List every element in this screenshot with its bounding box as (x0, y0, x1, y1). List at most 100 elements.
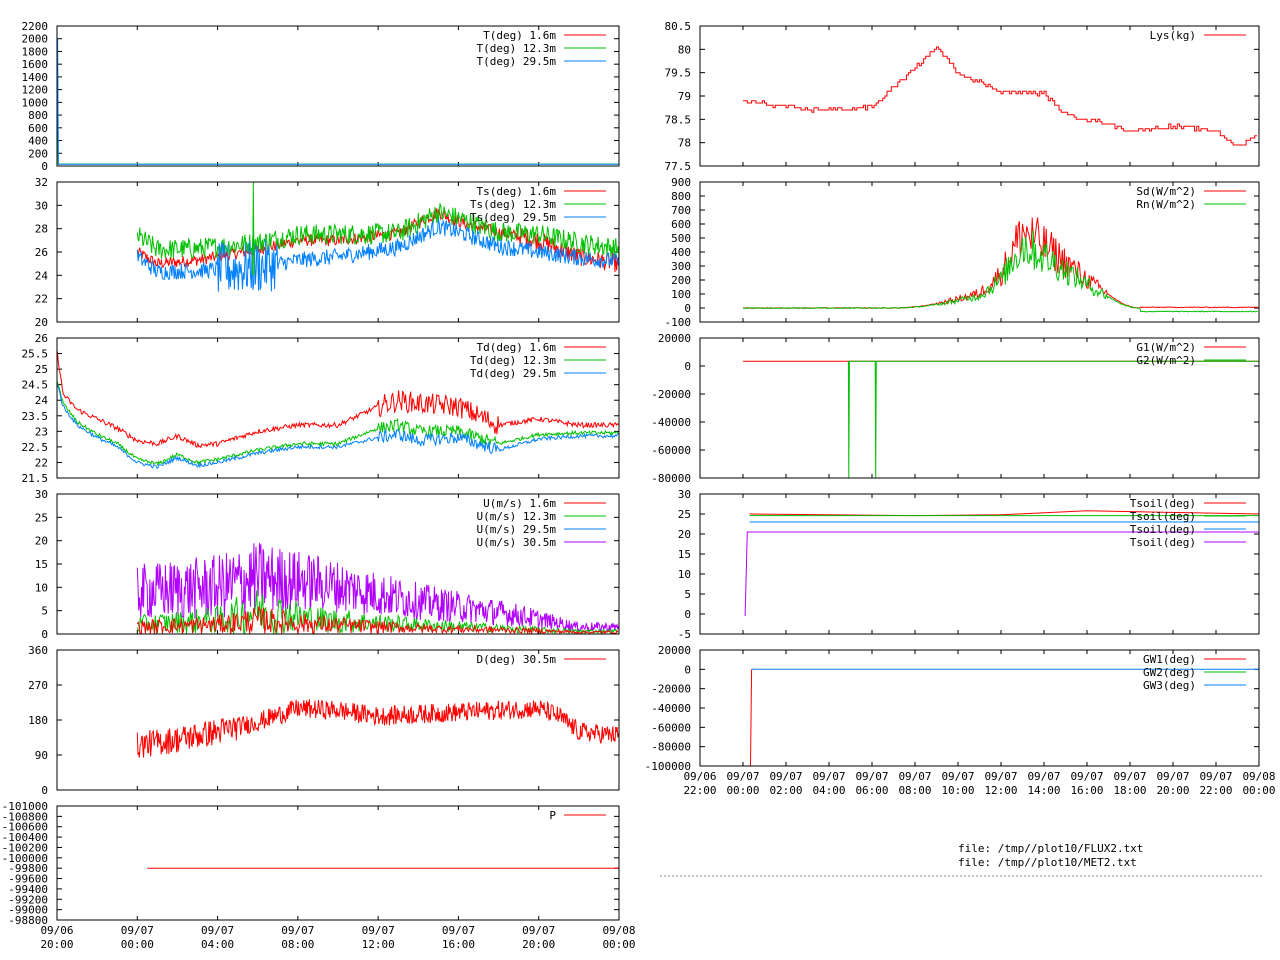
y-tick-label: 100 (671, 288, 691, 301)
legend-label: Tsoil(deg) (1130, 536, 1196, 549)
x-tick-time: 20:00 (40, 938, 73, 951)
y-tick-label: 15 (678, 548, 691, 561)
y-tick-label: 22.5 (22, 441, 49, 454)
y-tick-label: 23.5 (22, 410, 49, 423)
panel-frame (56, 181, 620, 323)
file-label-met: file: /tmp//plot10/MET2.txt (958, 856, 1137, 869)
y-tick-label: 90 (35, 749, 48, 762)
x-tick-time: 10:00 (941, 784, 974, 797)
y-tick-label: 800 (671, 190, 691, 203)
x-tick-date: 09/07 (984, 770, 1017, 783)
panel-frame (699, 181, 1260, 323)
x-tick-date: 09/07 (522, 924, 555, 937)
y-tick-label: -100 (665, 316, 692, 329)
y-tick-label: 23 (35, 425, 48, 438)
panel-frame (699, 337, 1260, 479)
series-rn (742, 230, 1258, 313)
legend-tsoil: Tsoil(deg)Tsoil(deg)Tsoil(deg)Tsoil(deg) (1130, 497, 1246, 549)
x-tick-time: 00:00 (726, 784, 759, 797)
series-td-12m (56, 381, 619, 467)
x-tick-date: 09/07 (362, 924, 395, 937)
y-tick-label: 30 (35, 199, 48, 212)
y-tick-label: 700 (671, 204, 691, 217)
y-tick-label: 10 (35, 581, 48, 594)
x-tick-date: 09/07 (201, 924, 234, 937)
y-tick-label: 270 (28, 679, 48, 692)
legend-d: D(deg) 30.5m (477, 653, 606, 666)
y-tick-label: 1600 (22, 58, 49, 71)
y-tick-label: 25.5 (22, 348, 49, 361)
panel-frame (56, 493, 620, 635)
y-tick-label: 80 (678, 43, 691, 56)
x-tick-date: 09/07 (121, 924, 154, 937)
legend-g: G1(W/m^2)G2(W/m^2) (1136, 341, 1246, 367)
y-tick-label: 25 (678, 508, 691, 521)
series-ts-12m (136, 202, 620, 259)
y-tick-label: 900 (671, 176, 691, 189)
panel-tsoil: 302520151050-5Tsoil(deg)Tsoil(deg)Tsoil(… (678, 488, 1260, 641)
plot-area-rad (742, 217, 1259, 313)
legend-label: U(m/s) 29.5m (477, 523, 557, 536)
x-tick-date: 09/07 (726, 770, 759, 783)
y-tick-label: 20 (35, 316, 48, 329)
x-axis-left: 09/0620:0009/0700:0009/0704:0009/0708:00… (40, 924, 635, 951)
x-tick-time: 14:00 (1027, 784, 1060, 797)
y-tick-label: -100000 (2, 852, 48, 865)
legend-label: Rn(W/m^2) (1136, 198, 1196, 211)
x-tick-time: 04:00 (201, 938, 234, 951)
y-tick-label: -99800 (8, 862, 48, 875)
y-tick-label: -98800 (8, 914, 48, 927)
legend-gw: GW1(deg)GW2(deg)GW3(deg) (1143, 653, 1246, 692)
panel-frame (56, 805, 620, 921)
y-tick-label: -60000 (651, 721, 691, 734)
legend-p: P (549, 809, 606, 822)
panel-p: -101000-100800-100600-100400-100200-1000… (2, 800, 620, 927)
legend-label: Ts(deg) 29.5m (470, 211, 556, 224)
y-tick-label: -100800 (2, 810, 48, 823)
panel-t: 2200200018001600140012001000800600400200… (22, 20, 620, 173)
x-tick-date: 09/07 (1027, 770, 1060, 783)
legend-label: T(deg) 1.6m (483, 29, 556, 42)
y-tick-label: 300 (671, 260, 691, 273)
x-tick-date: 09/07 (1156, 770, 1189, 783)
legend-label: G1(W/m^2) (1136, 341, 1196, 354)
x-tick-time: 22:00 (1199, 784, 1232, 797)
y-tick-label: -80000 (651, 741, 691, 754)
legend-label: Tsoil(deg) (1130, 510, 1196, 523)
x-tick-date: 09/06 (40, 924, 73, 937)
y-tick-label: -99200 (8, 893, 48, 906)
x-tick-date: 09/07 (898, 770, 931, 783)
x-tick-time: 08:00 (281, 938, 314, 951)
x-tick-date: 09/07 (281, 924, 314, 937)
y-tick-label: 1400 (22, 71, 49, 84)
y-tick-label: 24 (35, 394, 49, 407)
legend-label: Td(deg) 29.5m (470, 367, 556, 380)
plot-area-g (743, 360, 1259, 479)
x-tick-date: 09/07 (941, 770, 974, 783)
y-tick-label: 600 (28, 122, 48, 135)
y-tick-label: -100000 (645, 760, 691, 773)
y-tick-label: -99600 (8, 873, 48, 886)
series-u-12m (136, 590, 619, 635)
y-tick-label: -99000 (8, 904, 48, 917)
plot-area-td (56, 351, 619, 469)
panel-d: 360 270 180 90 0 D(deg) 30.5m (28, 644, 620, 797)
x-tick-time: 20:00 (1156, 784, 1189, 797)
y-tick-label: 30 (35, 488, 48, 501)
y-tick-label: -40000 (651, 702, 691, 715)
legend-label: T(deg) 12.3m (477, 42, 557, 55)
legend-label: Td(deg) 12.3m (470, 354, 556, 367)
panel-frame (699, 25, 1260, 167)
y-tick-label: 0 (41, 784, 48, 797)
legend-rad: Sd(W/m^2)Rn(W/m^2) (1136, 185, 1246, 211)
y-tick-label: 400 (28, 135, 48, 148)
x-axis-right: 09/0622:0009/0700:0009/0702:0009/0704:00… (683, 770, 1275, 797)
series-gw1 (750, 669, 753, 767)
y-tick-label: 600 (671, 218, 691, 231)
y-tick-label: 500 (671, 232, 691, 245)
legend-label: U(m/s) 1.6m (483, 497, 556, 510)
x-tick-time: 02:00 (769, 784, 802, 797)
